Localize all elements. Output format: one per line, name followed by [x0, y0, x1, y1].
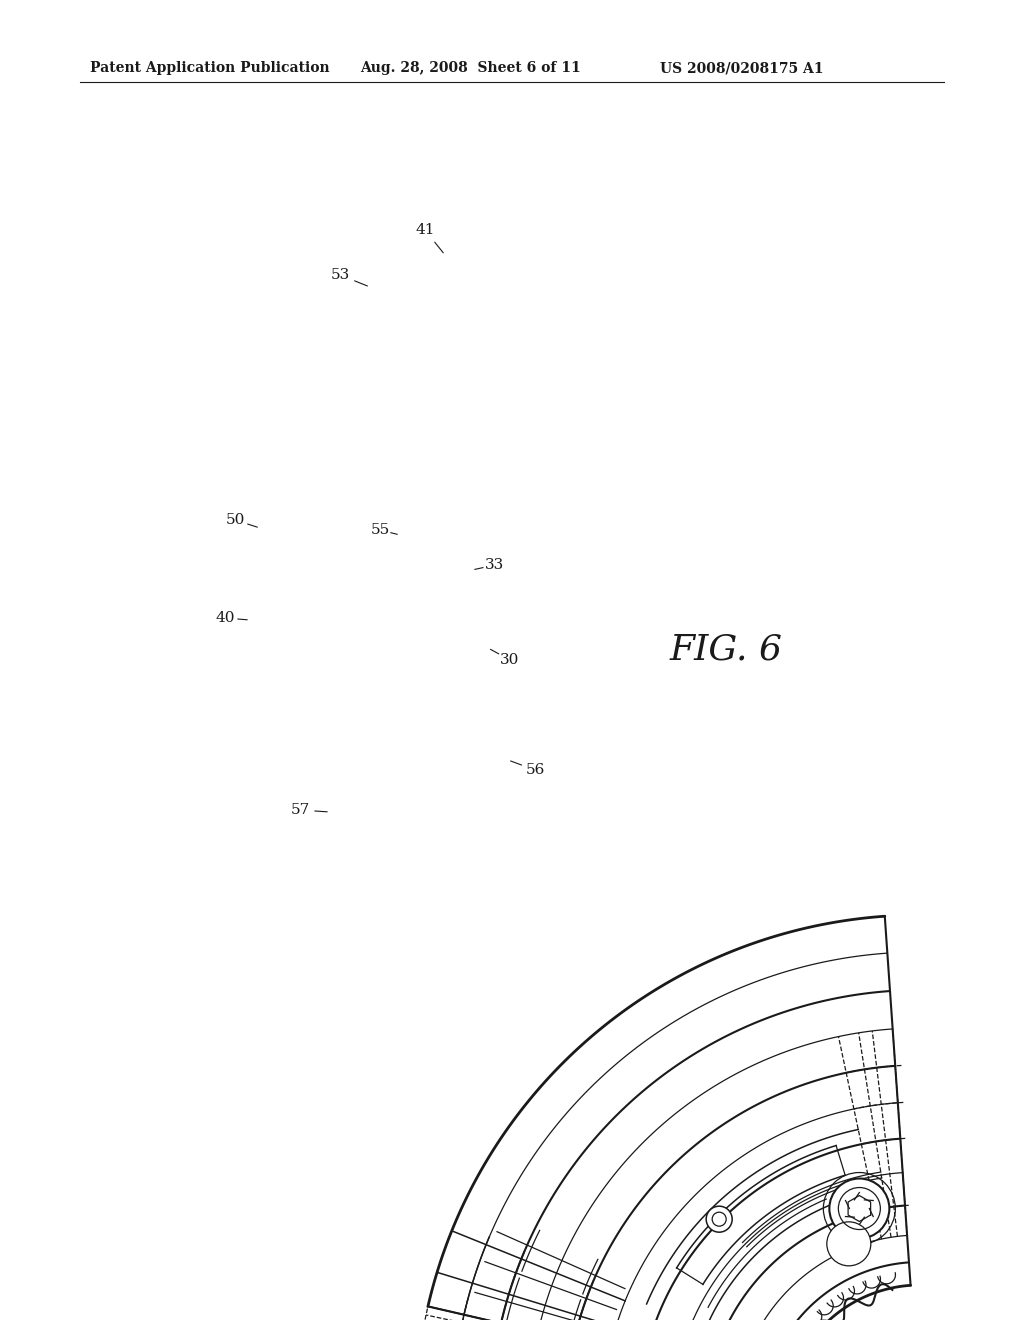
Text: 57: 57: [291, 803, 309, 817]
Circle shape: [707, 1206, 732, 1232]
Text: 50: 50: [225, 513, 245, 527]
Text: 55: 55: [371, 523, 389, 537]
Text: US 2008/0208175 A1: US 2008/0208175 A1: [660, 61, 823, 75]
Text: 56: 56: [525, 763, 545, 777]
Text: 53: 53: [331, 268, 349, 282]
Circle shape: [826, 1222, 870, 1266]
Text: 33: 33: [485, 558, 505, 572]
Text: 41: 41: [416, 223, 435, 238]
Text: FIG. 6: FIG. 6: [670, 634, 783, 667]
Text: Patent Application Publication: Patent Application Publication: [90, 61, 330, 75]
Text: 40: 40: [215, 611, 234, 624]
Circle shape: [829, 1179, 890, 1238]
Text: Aug. 28, 2008  Sheet 6 of 11: Aug. 28, 2008 Sheet 6 of 11: [360, 61, 581, 75]
Text: 30: 30: [501, 653, 520, 667]
